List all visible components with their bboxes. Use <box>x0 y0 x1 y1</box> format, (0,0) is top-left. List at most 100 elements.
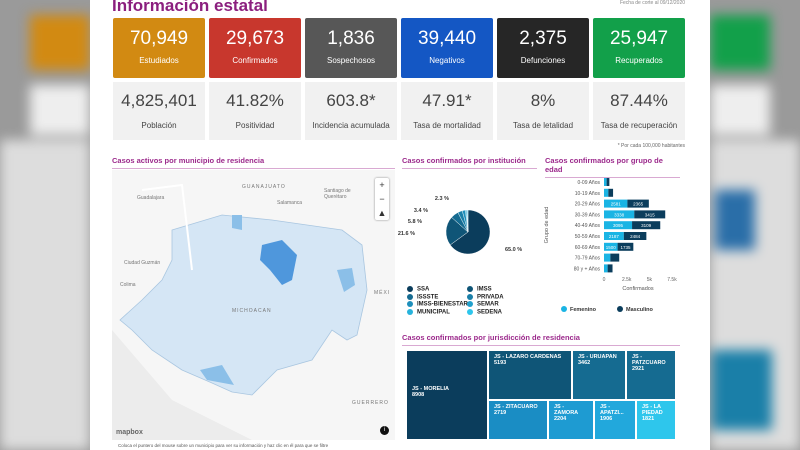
map-hint: Coloca el puntero del mouse sobre un mun… <box>118 443 329 448</box>
zoom-in-button[interactable]: + <box>379 180 385 190</box>
info-icon[interactable]: i <box>380 426 389 435</box>
bar-data-label: 2365 <box>633 202 644 207</box>
treemap-cell[interactable]: JS - MORELIA 8908 <box>406 350 488 440</box>
map-label: MICHOACAN <box>232 308 272 314</box>
treemap-cell[interactable]: JS - ZAMORA 2204 <box>548 400 594 440</box>
stat-label: Recuperados <box>615 56 663 65</box>
stat-card-recuperados: 25,947 Recuperados 87.44% Tasa de recupera… <box>593 18 685 140</box>
treemap-label: JS - APATZI... <box>600 404 624 416</box>
stat-secondary: 603.8* Incidencia acumulada <box>305 82 397 140</box>
dashboard-page: Información estatal Fecha de corte al 09… <box>90 0 710 450</box>
bar-data-label: 3415 <box>645 212 656 217</box>
morelia-highlight <box>260 240 297 285</box>
stat-sub-label: Incidencia acumulada <box>312 121 390 130</box>
pie-legend-item[interactable]: PRIVADA <box>467 293 504 300</box>
legend-label-masculino: Masculino <box>626 307 654 313</box>
map-label: Santiago de Querétaro <box>324 188 351 200</box>
institution-pie-chart: 65.0 % 21.6 % 5.8 % 3.4 % 2.3 % <box>398 196 522 255</box>
treemap-label: JS - MORELIA <box>412 386 449 392</box>
pie-legend-item[interactable]: SEDENA <box>467 308 502 315</box>
legend-dot-icon <box>407 286 413 292</box>
age-bar-femenino <box>604 264 608 273</box>
pie-legend-item[interactable]: MUNICIPAL <box>407 308 450 315</box>
michoacan-shape <box>119 214 368 396</box>
stat-sub-label: Tasa de letalidad <box>512 121 574 130</box>
map-label: GUANAJUATO <box>242 184 286 190</box>
legend-dot-icon <box>407 293 413 300</box>
stat-secondary: 87.44% Tasa de recuperación <box>593 82 685 140</box>
pie-legend-item[interactable]: SSA <box>407 286 429 293</box>
y-axis-label: Grupo de edad <box>544 207 550 244</box>
pie-data-label: 5.8 % <box>408 219 422 225</box>
compass-button[interactable]: ▲ <box>377 208 387 218</box>
age-bar-femenino <box>604 188 609 197</box>
age-bar-masculino <box>606 178 610 186</box>
x-tick-label: 0 <box>603 277 606 283</box>
age-bar-masculino <box>607 264 613 273</box>
treemap-value: 3462 <box>578 360 591 366</box>
age-bar-masculino <box>608 188 614 197</box>
age-category-label: 10-19 Años <box>575 191 601 197</box>
stat-sub-label: Población <box>141 121 177 130</box>
treemap-cell[interactable]: JS - URUAPAN 3462 <box>572 350 626 400</box>
age-bar-femenino <box>604 178 607 186</box>
stat-primary: 1,836 Sospechosos <box>305 18 397 78</box>
bar-data-label: 3109 <box>641 223 652 228</box>
age-category-label: 70-79 Años <box>575 256 601 262</box>
treemap-value: 1821 <box>642 416 655 422</box>
age-bar-masculino <box>617 242 634 251</box>
age-bar-masculino <box>610 253 620 262</box>
pie-data-label: 65.0 % <box>505 247 522 253</box>
map-label: Ciudad Guzmán <box>124 260 161 266</box>
legend-dot-icon <box>407 301 413 307</box>
treemap-value: 5193 <box>494 360 507 366</box>
age-category-label: 40-49 Años <box>575 223 601 229</box>
legend-dot-icon <box>467 293 473 300</box>
treemap-value: 2204 <box>554 416 567 422</box>
pie-legend-item[interactable]: IMSS <box>467 286 492 293</box>
stat-secondary: 41.82% Positividad <box>209 82 301 140</box>
mapbox-logo[interactable]: mapbox <box>116 429 143 436</box>
pie-data-label: 21.6 % <box>398 231 415 237</box>
treemap-label: JS - LAZARO CARDENAS <box>494 354 562 360</box>
pie-slice-sedena <box>467 209 469 233</box>
bar-data-label: 2581 <box>611 202 622 207</box>
pie-legend-item[interactable]: ISSSTE <box>407 293 438 300</box>
age-category-label: 80 y + Años <box>574 266 601 272</box>
legend-dot-icon <box>407 308 413 315</box>
age-category-label: 0-09 Años <box>577 180 600 186</box>
treemap-cell[interactable]: JS - ZITACUARO 2719 <box>488 400 548 440</box>
treemap-cell[interactable]: JS - APATZI... 1906 <box>594 400 636 440</box>
zoom-out-button[interactable]: − <box>379 194 385 204</box>
stat-card-estudiados: 70,949 Estudiados 4,825,401 Población <box>113 18 205 140</box>
legend-dot-icon <box>467 301 473 307</box>
age-bar-femenino <box>604 221 633 230</box>
stat-secondary: 4,825,401 Población <box>113 82 205 140</box>
x-tick-label: 5k <box>647 277 653 283</box>
stat-primary: 70,949 Estudiados <box>113 18 205 78</box>
treemap-cell[interactable]: JS - LAZARO CARDENAS 5193 <box>488 350 572 400</box>
age-bar-masculino <box>627 199 649 208</box>
treemap-label: JS - PATZCUARO <box>632 354 666 366</box>
x-axis-label: Confirmados <box>622 286 653 292</box>
age-category-label: 60-69 Años <box>575 245 601 251</box>
pie-legend-item[interactable]: SEMAR <box>467 301 499 308</box>
stat-primary: 39,440 Negativos <box>401 18 493 78</box>
legend-dot-icon <box>617 306 623 312</box>
jurisdiction-treemap: JS - MORELIA 8908 JS - LAZARO CARDENAS 5193… <box>406 350 676 440</box>
treemap-cell[interactable]: JS - PATZCUARO 2921 <box>626 350 676 400</box>
stat-primary: 2,375 Defunciones <box>497 18 589 78</box>
page-title: Información estatal <box>112 0 268 15</box>
map-controls: + − ▲ <box>375 178 389 220</box>
bar-data-label: 3338 <box>614 212 625 217</box>
age-bar-masculino <box>632 221 661 230</box>
municipality-map[interactable]: GUANAJUATO Guadalajara Santiago de Queré… <box>112 170 395 440</box>
pie-slice-ssa <box>449 209 491 255</box>
stat-value: 1,836 <box>327 28 375 49</box>
treemap-cell[interactable]: JS - LA PIEDAD 1821 <box>636 400 676 440</box>
age-category-label: 50-59 Años <box>575 234 601 240</box>
stat-card-sospechosos: 1,836 Sospechosos 603.8* Incidencia acumul… <box>305 18 397 140</box>
pie-legend-item[interactable]: IMSS-BIENESTAR <box>407 301 468 308</box>
stat-sub-value: 47.91* <box>422 91 472 110</box>
stat-label: Sospechosos <box>326 56 376 65</box>
